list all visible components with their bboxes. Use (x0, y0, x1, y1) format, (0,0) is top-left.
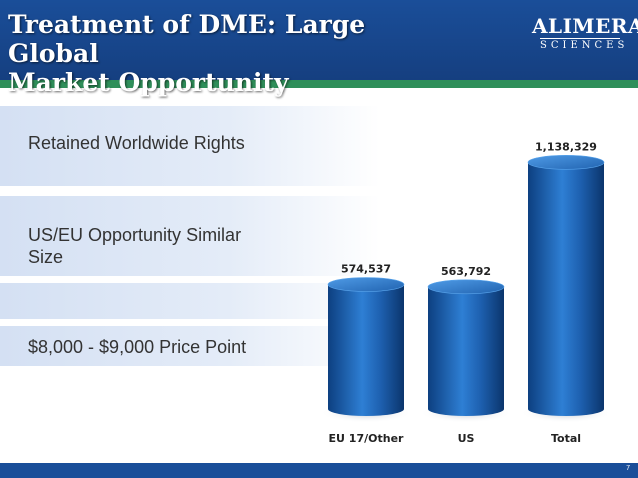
slide-title: Treatment of DME: Large Global Market Op… (8, 10, 448, 97)
data-label-total: 1,138,329 (535, 140, 597, 153)
bullet-us-eu-line-2: Size (28, 247, 64, 267)
data-label-eu-17-other: 574,537 (341, 263, 391, 276)
bar-top-us (427, 279, 505, 295)
bullet-band-2: US/EU Opportunity Similar Size (0, 196, 380, 276)
bar-eu-17-other (328, 284, 404, 416)
bar-us (428, 286, 504, 416)
bullet-band-1: Retained Worldwide Rights (0, 106, 380, 186)
slide-footer: 7 (0, 463, 638, 478)
bar-top-eu-17-other (327, 277, 405, 292)
data-label-us: 563,792 (441, 265, 491, 278)
bullet-price-point: $8,000 - $9,000 Price Point (28, 337, 247, 357)
title-line-1: Treatment of DME: Large Global (8, 10, 366, 68)
bullet-us-eu-line-1: US/EU Opportunity Similar (28, 225, 242, 245)
bullet-retained-rights: Retained Worldwide Rights (28, 133, 245, 153)
bar-total (528, 162, 604, 416)
bullet-band-4: $8,000 - $9,000 Price Point (0, 326, 380, 366)
category-label-eu-17-other: EU 17/Other (329, 432, 405, 445)
category-label-us: US (458, 432, 475, 445)
category-label-total: Total (551, 432, 581, 445)
title-line-2: Market Opportunity (8, 68, 289, 97)
slide-header (0, 0, 638, 80)
header-accent-line (0, 80, 638, 88)
company-logo: ALIMERA SCIENCES (532, 14, 638, 62)
logo-sub-text: SCIENCES (540, 38, 629, 51)
page-number: 7 (626, 465, 630, 472)
bullet-band-3 (0, 283, 380, 319)
bullet-us-eu-opportunity: US/EU Opportunity Similar Size (28, 224, 241, 268)
bar-top-total (527, 155, 605, 170)
logo-main-text: ALIMERA (532, 14, 638, 38)
